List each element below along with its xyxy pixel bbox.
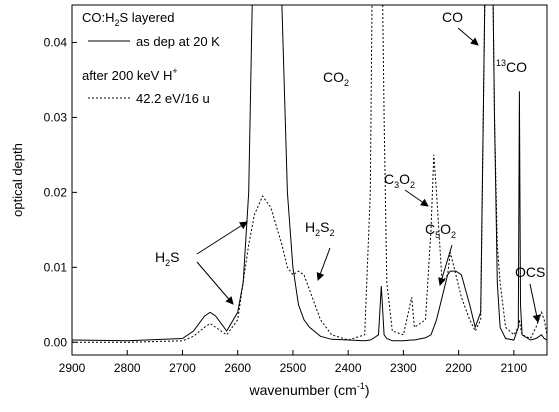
annotation: OCS [515,264,545,280]
subscript: 3 [394,180,399,190]
text-part: S [170,249,179,265]
subscript: 2 [329,228,334,238]
annotation: C3O2 [384,171,415,190]
text-part: CO [323,69,344,85]
arrow [529,283,541,323]
text-part: CO:H [82,10,115,25]
y-tick-label: 0.04 [44,35,68,49]
text-part: S layered [120,10,175,25]
text-part: H [155,249,165,265]
annotation: CO2 [323,69,349,88]
subscript: 2 [315,228,320,238]
text-part: after 200 keV H [82,68,172,83]
x-tick-label: 2400 [335,361,362,375]
y-tick-label: 0.03 [44,110,68,124]
x-tick-label: 2700 [169,361,196,375]
text-part: wavenumber (cm [248,382,356,398]
y-axis-label: optical depth [10,143,25,217]
text-part: OCS [515,264,545,280]
annotation: H2S2 [305,219,335,238]
text-part: O [399,171,410,187]
subscript: 2 [410,180,415,190]
subscript: 5 [435,230,440,240]
arrow [404,189,429,207]
text-part: S [320,219,329,235]
superscript: 13 [496,58,506,68]
spectrum-line [72,5,547,342]
legend-label: 42.2 eV/16 u [136,91,210,106]
y-tick-label: 0.01 [44,260,68,274]
plot-frame [71,4,548,356]
arrow [316,247,331,281]
arrow [196,261,234,305]
subscript: 2 [344,78,349,88]
x-tick-label: 2800 [114,361,141,375]
x-tick-label: 2500 [280,361,307,375]
text-part: C [384,171,394,187]
x-axis-label: wavenumber (cm-1) [248,381,369,398]
legend-label: as dep at 20 K [136,34,220,49]
arrows [196,27,541,323]
text-part: CO [442,9,463,25]
x-tick-label: 2200 [445,361,472,375]
x-tick-label: 2100 [501,361,528,375]
annotation: H2S [155,249,179,268]
annotation: CO [442,9,463,25]
y-tick-label: 0.00 [44,335,68,349]
plot-lines [72,5,547,343]
x-tick-label: 2300 [390,361,417,375]
x-tick-label: 2600 [224,361,251,375]
text-part: H [305,219,315,235]
text-part: O [440,221,451,237]
annotation: 13CO [496,58,527,75]
text-part: CO [506,59,527,75]
text-part: C [425,221,435,237]
superscript: -1 [357,381,365,391]
legend-title: after 200 keV H+ [82,66,178,83]
text-part: ) [365,382,370,398]
superscript: + [172,66,177,76]
subscript: 2 [115,18,120,28]
arrow [196,221,248,255]
spectrum-line [72,5,547,343]
y-tick-label: 0.02 [44,185,68,199]
legend-title: CO:H2S layered [82,10,174,28]
annotation: C5O2 [425,221,456,240]
x-tick-label: 2900 [59,361,86,375]
subscript: 2 [451,230,456,240]
subscript: 2 [165,258,170,268]
arrow [457,27,479,46]
